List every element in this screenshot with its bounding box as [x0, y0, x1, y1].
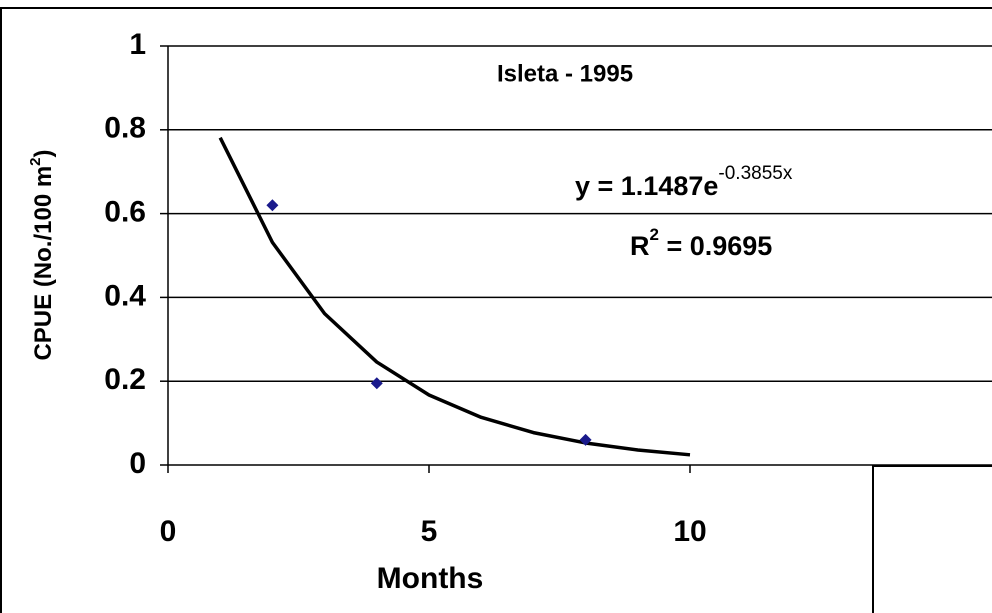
y-tick-label: 0.8 [104, 112, 146, 145]
r-squared-rest: = 0.9695 [659, 231, 772, 261]
y-axis-title: CPUE (No./100 m2) [27, 149, 57, 360]
data-point [370, 377, 383, 390]
equation: y = 1.1487e-0.3855x [575, 163, 793, 201]
y-axis-title-base: CPUE (No./100 m [30, 166, 57, 361]
y-tick-label: 0 [129, 447, 146, 480]
y-axis-title-rest: ) [30, 149, 57, 157]
equation-base: y = 1.1487e [575, 171, 718, 201]
data-point [579, 433, 592, 446]
equation-exponent: -0.3855x [718, 163, 792, 184]
x-axis-title: Months [377, 562, 484, 595]
r-squared: R2 = 0.9695 [630, 225, 772, 261]
y-tick-label: 0.4 [104, 279, 146, 312]
data-point [266, 199, 279, 212]
r-squared-exponent: 2 [650, 225, 659, 244]
y-tick-label: 0.2 [104, 363, 146, 396]
y-axis-title-exponent: 2 [27, 157, 44, 165]
x-tick-label: 5 [421, 515, 438, 548]
y-tick-label: 1 [129, 28, 146, 61]
overlapping-panel [872, 465, 992, 613]
chart-title: Isleta - 1995 [497, 60, 633, 87]
r-squared-base: R [630, 231, 650, 261]
y-tick-label: 0.6 [104, 196, 146, 229]
trendline [218, 136, 691, 457]
x-tick-label: 10 [673, 515, 706, 548]
x-tick-label: 0 [160, 515, 177, 548]
